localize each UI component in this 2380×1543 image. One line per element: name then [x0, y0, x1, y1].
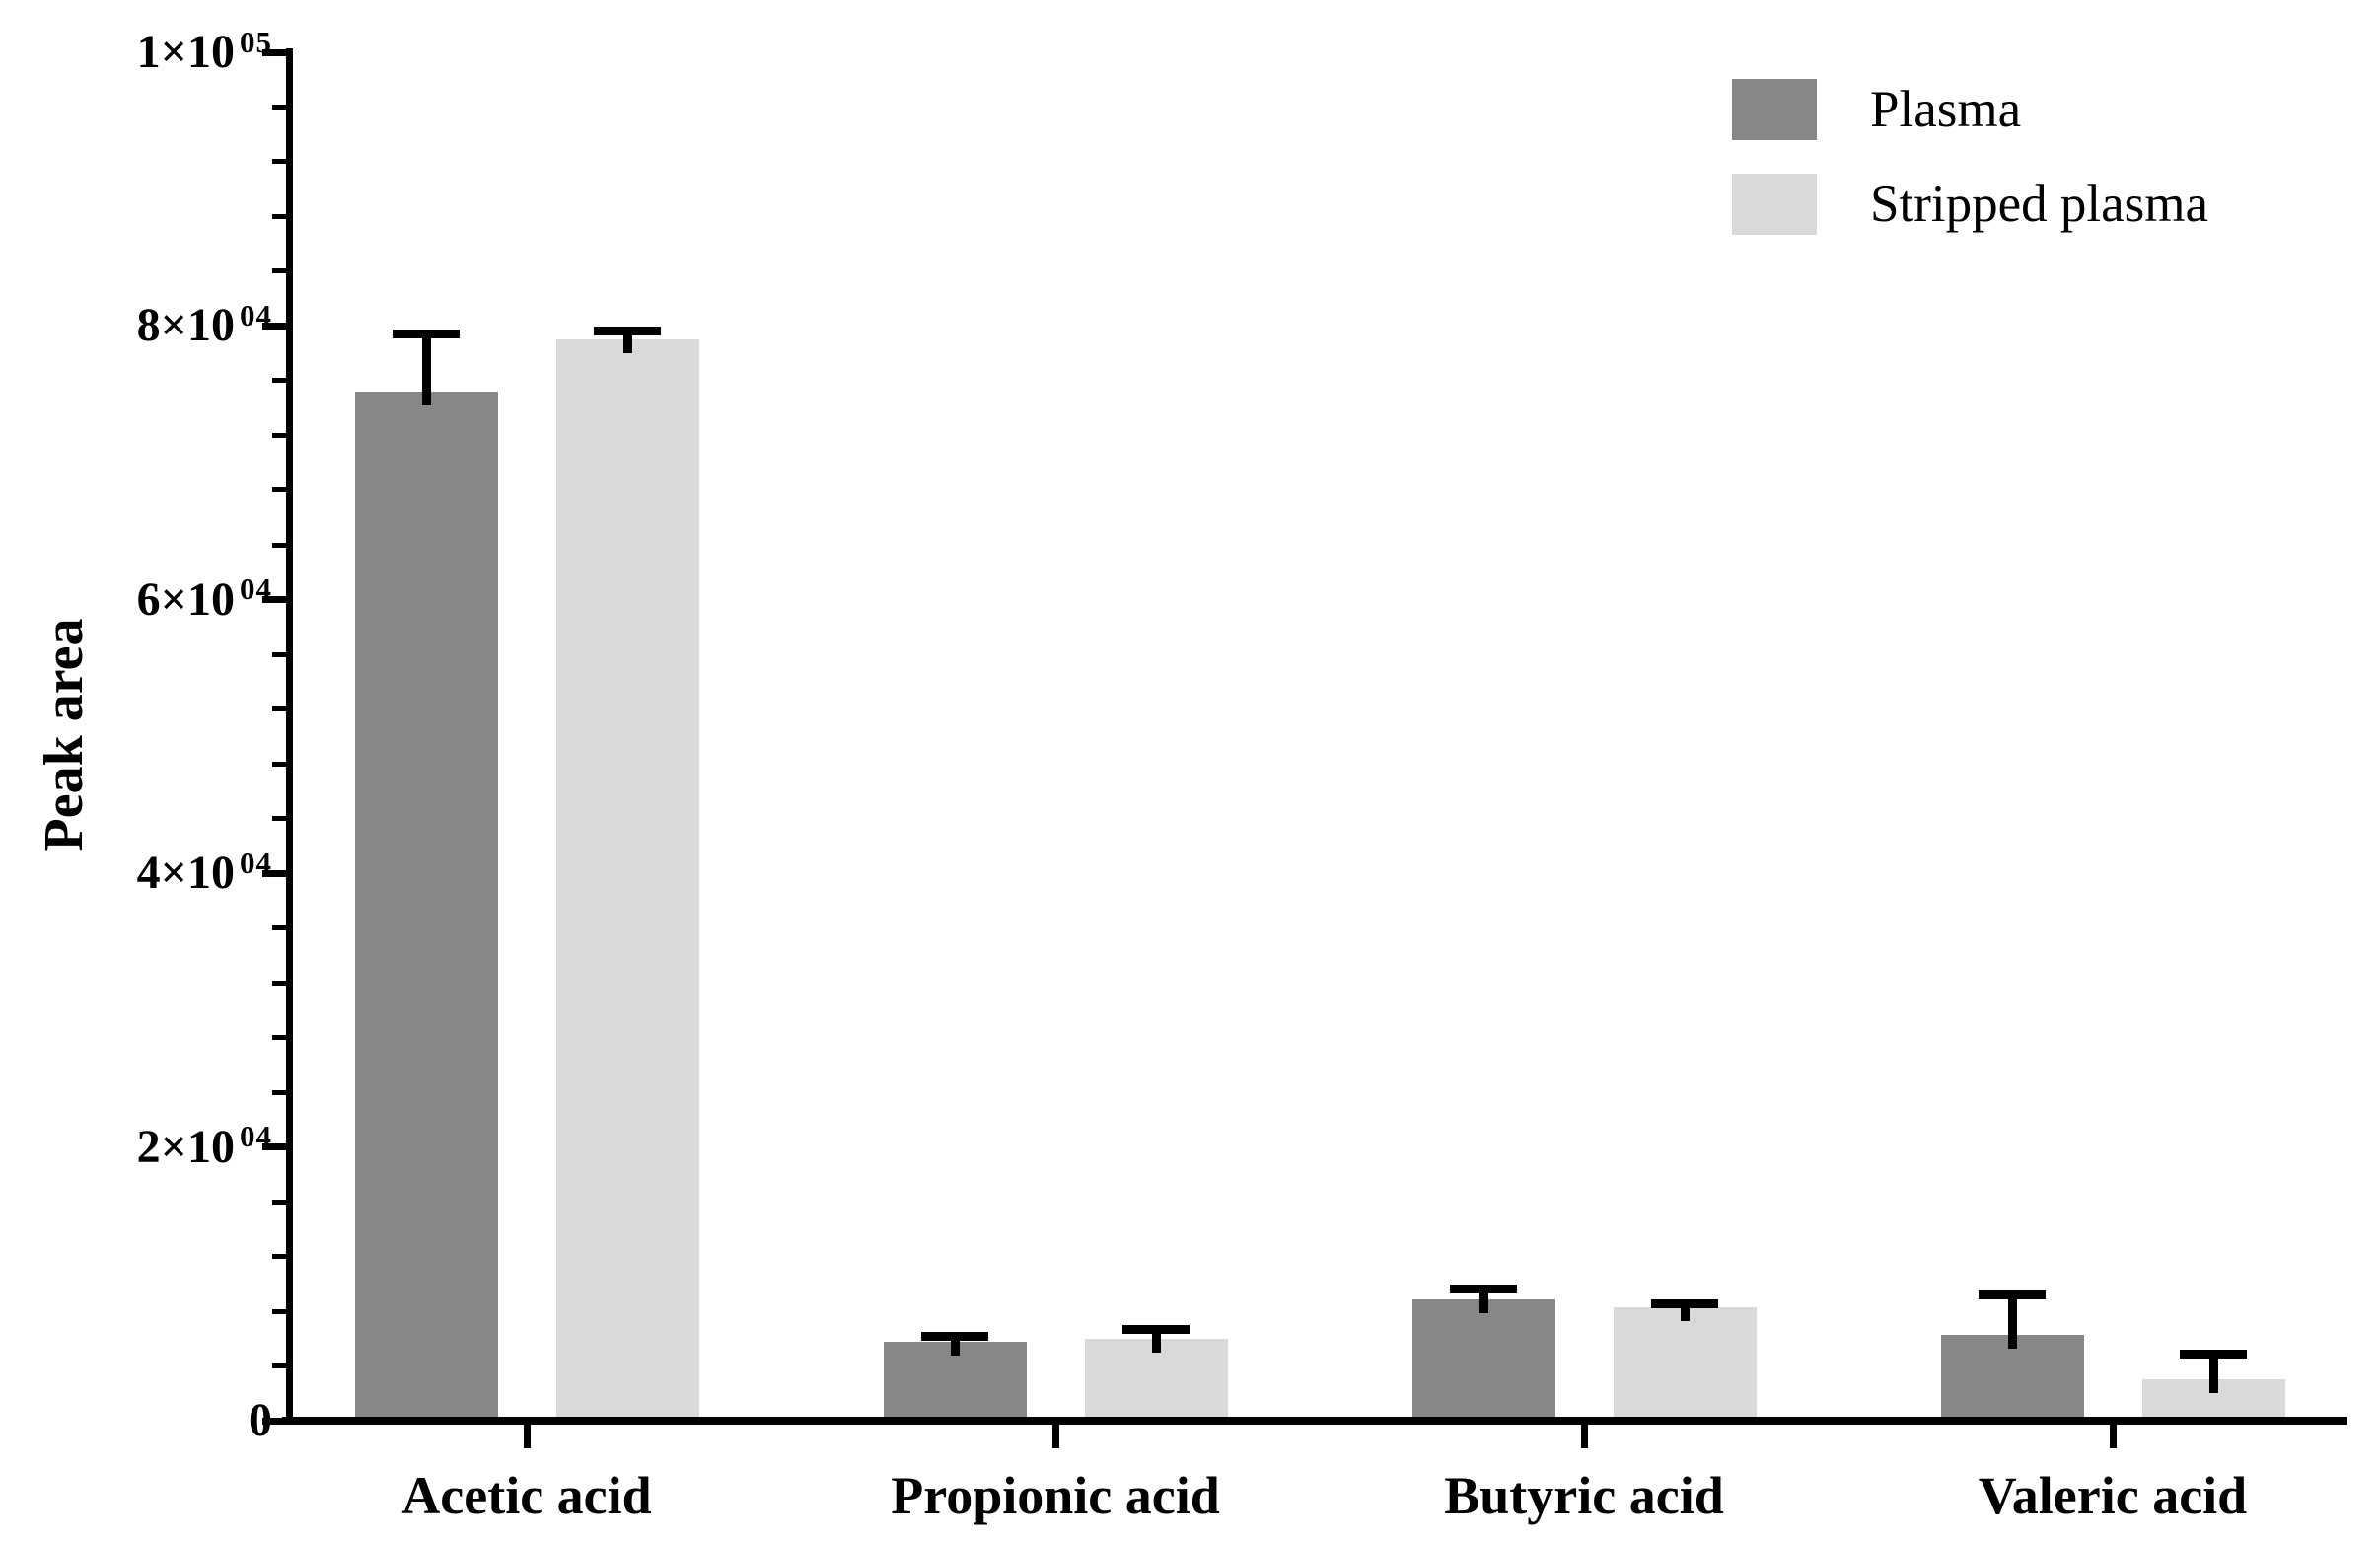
y-minor-tick [271, 104, 286, 110]
y-minor-tick [271, 542, 286, 548]
y-major-tick [261, 869, 286, 877]
y-tick-exponent: 04 [240, 1119, 272, 1154]
bar-plasma-valeric-acid [1940, 1334, 2084, 1421]
error-bar-cap-plasma-valeric-acid [1979, 1289, 2046, 1299]
error-bar-line-plasma-acetic-acid [421, 333, 431, 405]
bar-stripped-plasma-acetic-acid [555, 339, 699, 1421]
y-minor-tick [271, 268, 286, 274]
y-major-tick [261, 322, 286, 330]
error-bar-cap-plasma-propionic-acid [921, 1332, 988, 1342]
y-minor-tick [271, 487, 286, 493]
error-bar-line-stripped-plasma-acetic-acid [622, 331, 632, 354]
y-tick-exponent: 04 [240, 571, 272, 607]
y-minor-tick [271, 1089, 286, 1095]
legend-swatch-plasma [1732, 79, 1817, 140]
y-major-tick [261, 1143, 286, 1151]
error-bar-line-plasma-propionic-acid [950, 1336, 960, 1356]
error-bar-line-stripped-plasma-valeric-acid [2208, 1354, 2218, 1394]
y-axis [285, 48, 293, 1425]
error-bar-cap-plasma-acetic-acid [393, 330, 460, 339]
y-minor-tick [271, 980, 286, 986]
error-bar-cap-stripped-plasma-valeric-acid [2180, 1349, 2247, 1359]
y-minor-tick [271, 761, 286, 767]
y-tick-label: 4×10 04 [136, 845, 272, 900]
y-tick-exponent: 04 [240, 845, 272, 880]
y-minor-tick [271, 925, 286, 931]
error-bar-cap-stripped-plasma-propionic-acid [1122, 1325, 1190, 1335]
y-tick-label: 8×10 04 [136, 297, 272, 352]
bar-stripped-plasma-butyric-acid [1613, 1306, 1757, 1421]
error-bar-cap-stripped-plasma-butyric-acid [1651, 1298, 1718, 1308]
category-label-valeric-acid: Valeric acid [1978, 1466, 2248, 1525]
y-minor-tick [271, 159, 286, 165]
x-axis [282, 1417, 2347, 1425]
x-tick [523, 1425, 531, 1448]
legend-label-plasma: Plasma [1870, 81, 2022, 138]
y-minor-tick [271, 1035, 286, 1041]
category-label-butyric-acid: Butyric acid [1444, 1466, 1724, 1525]
error-bar-cap-plasma-butyric-acid [1450, 1285, 1517, 1294]
y-major-tick [261, 596, 286, 604]
legend-row-plasma: Plasma [1732, 79, 2208, 140]
y-minor-tick [271, 1308, 286, 1314]
y-tick-exponent: 05 [240, 24, 272, 59]
y-minor-tick [271, 816, 286, 822]
x-tick [1580, 1425, 1588, 1448]
x-tick [2109, 1425, 2117, 1448]
y-major-tick [261, 1417, 286, 1425]
x-tick [1051, 1425, 1059, 1448]
legend-label-stripped-plasma: Stripped plasma [1870, 176, 2208, 233]
y-tick-label: 6×10 04 [136, 571, 272, 625]
error-bar-cap-stripped-plasma-acetic-acid [594, 326, 661, 335]
y-tick-label: 0 [249, 1394, 272, 1446]
y-tick-label: 1×10 05 [136, 24, 272, 79]
y-major-tick [261, 48, 286, 56]
error-bar-line-plasma-valeric-acid [2007, 1294, 2017, 1349]
y-minor-tick [271, 1199, 286, 1205]
bar-plasma-acetic-acid [354, 391, 498, 1421]
y-minor-tick [271, 706, 286, 712]
y-minor-tick [271, 432, 286, 438]
y-axis-title: Peak area [34, 618, 95, 852]
y-tick-exponent: 04 [240, 297, 272, 332]
y-minor-tick [271, 1363, 286, 1369]
error-bar-line-plasma-butyric-acid [1478, 1288, 1488, 1313]
y-minor-tick [271, 1254, 286, 1260]
y-tick-label: 2×10 04 [136, 1119, 272, 1173]
category-label-acetic-acid: Acetic acid [401, 1466, 652, 1525]
y-minor-tick [271, 213, 286, 219]
category-label-propionic-acid: Propionic acid [891, 1466, 1220, 1525]
legend-row-stripped-plasma: Stripped plasma [1732, 174, 2208, 235]
error-bar-line-stripped-plasma-propionic-acid [1151, 1329, 1161, 1353]
legend: Plasma Stripped plasma [1732, 79, 2208, 235]
legend-swatch-stripped-plasma [1732, 174, 1817, 235]
y-minor-tick [271, 651, 286, 657]
error-bar-line-stripped-plasma-butyric-acid [1680, 1303, 1690, 1321]
y-minor-tick [271, 378, 286, 384]
bar-plasma-butyric-acid [1411, 1298, 1555, 1421]
